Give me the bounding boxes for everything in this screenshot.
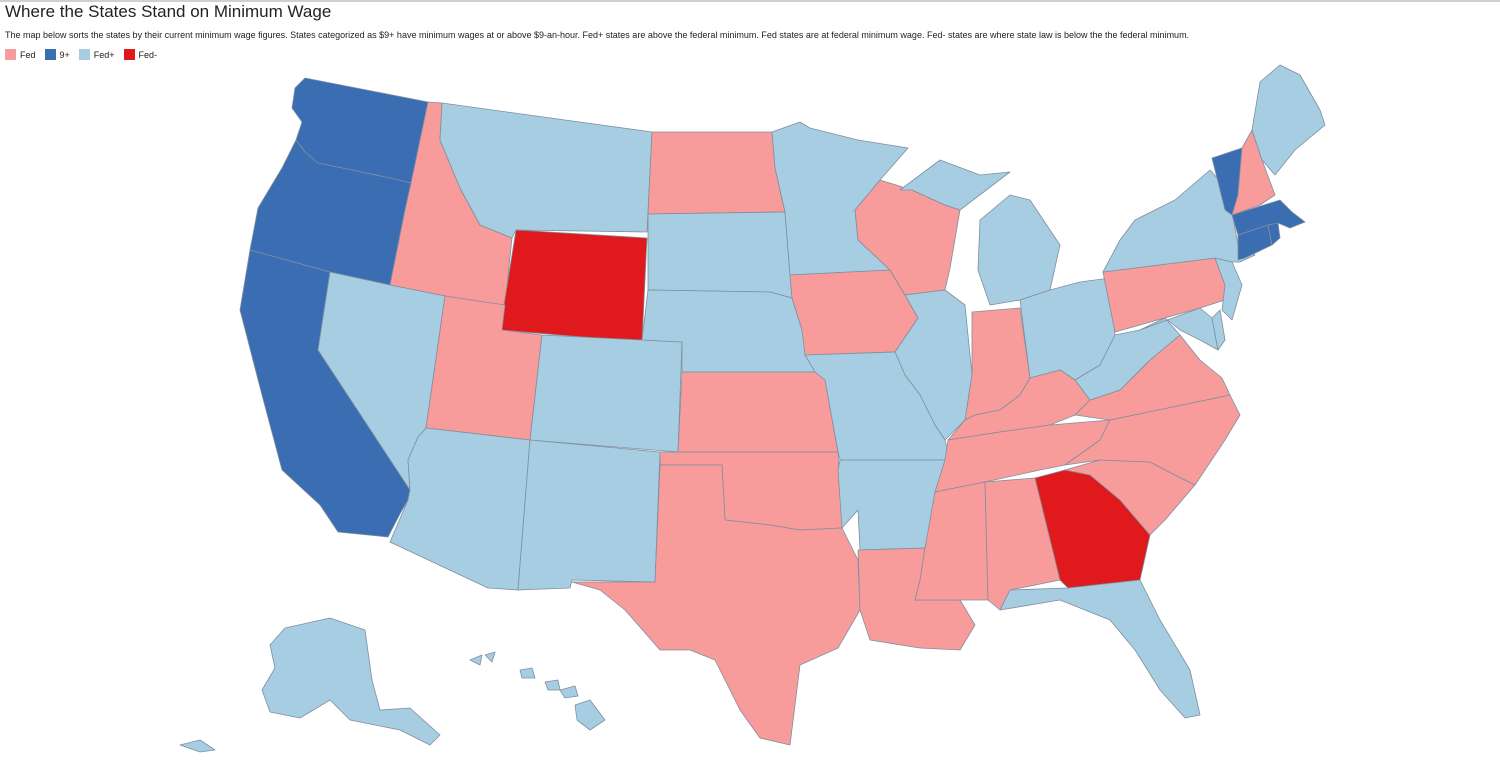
legend-swatch-fed-plus: [78, 49, 90, 60]
state-md[interactable]: [1139, 307, 1219, 351]
legend-label-fed-plus: Fed+: [93, 49, 115, 60]
state-nm[interactable]: [517, 439, 661, 591]
page-title: Where the States Stand on Minimum Wage: [5, 2, 332, 21]
state-wv[interactable]: [1074, 317, 1181, 401]
state-nc[interactable]: [1064, 394, 1241, 486]
legend-swatch-fed-minus: [123, 49, 135, 60]
state-hi[interactable]: [469, 651, 606, 731]
legend-label-fed-minus: Fed-: [138, 49, 158, 60]
state-nd[interactable]: [647, 131, 786, 215]
state-co[interactable]: [529, 334, 683, 453]
state-tx[interactable]: [571, 464, 861, 746]
state-me[interactable]: [1251, 64, 1326, 176]
legend: Fed 9+ Fed+ Fed-: [5, 49, 166, 60]
state-sd[interactable]: [647, 211, 793, 299]
top-rule: [0, 0, 1500, 2]
legend-label-nine-plus: 9+: [59, 49, 70, 60]
page-subtitle: The map below sorts the states by their …: [5, 30, 1190, 40]
legend-swatch-fed: [5, 49, 16, 60]
state-wy[interactable]: [499, 229, 648, 343]
state-ak[interactable]: [179, 617, 441, 753]
legend-item-fed-plus[interactable]: Fed+: [78, 49, 115, 60]
legend-swatch-nine-plus: [44, 49, 56, 60]
state-fl[interactable]: [999, 579, 1201, 719]
state-ks[interactable]: [677, 371, 839, 453]
legend-item-fed[interactable]: Fed: [5, 49, 36, 60]
state-ma[interactable]: [1231, 199, 1306, 236]
legend-label-fed: Fed: [20, 49, 36, 60]
state-de[interactable]: [1211, 309, 1226, 351]
state-az[interactable]: [389, 427, 531, 591]
legend-item-nine-plus[interactable]: 9+: [44, 49, 70, 60]
legend-item-fed-minus[interactable]: Fed-: [123, 49, 158, 60]
state-wi[interactable]: [854, 179, 961, 296]
